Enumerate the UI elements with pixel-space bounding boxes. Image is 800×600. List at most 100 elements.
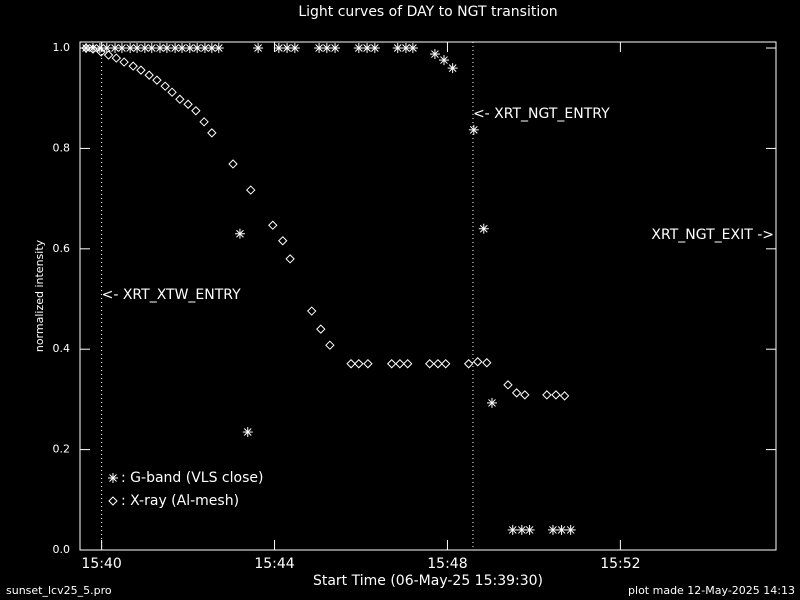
data-point <box>242 427 253 438</box>
event-label: <- XRT_NGT_ENTRY <box>473 106 610 122</box>
footer-right: plot made 12-May-2025 14:13 <box>628 584 795 597</box>
asterisk-stroke <box>207 44 216 52</box>
legend-symbol <box>108 473 118 483</box>
diamond-shape <box>463 359 474 369</box>
data-point <box>246 185 256 195</box>
asterisk-stroke <box>557 526 566 534</box>
data-point <box>199 117 209 127</box>
asterisk-stroke <box>156 44 164 52</box>
data-point <box>119 57 129 67</box>
diamond-shape <box>167 87 177 97</box>
diamond-shape <box>207 128 217 138</box>
data-point <box>307 306 317 316</box>
diamond-shape <box>199 117 209 127</box>
diamond-shape <box>354 359 364 369</box>
diamond-shape <box>278 236 288 246</box>
asterisk-stroke <box>525 526 534 534</box>
data-point <box>542 390 552 400</box>
data-point <box>429 49 440 60</box>
data-point <box>463 359 474 369</box>
data-point <box>81 43 91 53</box>
legend-label: : G-band (VLS close) <box>121 470 263 486</box>
data-point <box>547 524 558 535</box>
event-label: <- XRT_XTW_ENTRY <box>102 287 242 303</box>
asterisk-stroke <box>402 44 410 52</box>
data-point <box>103 50 114 60</box>
data-point <box>438 55 449 66</box>
data-point <box>369 43 380 54</box>
data-point <box>330 43 341 54</box>
diamond-shape <box>96 47 106 57</box>
data-point <box>402 359 413 369</box>
asterisk-stroke <box>354 44 363 52</box>
y-axis-label: normalized intensity <box>33 239 46 352</box>
diamond-shape <box>511 388 522 398</box>
asterisk-stroke <box>508 526 517 534</box>
x-axis-label: Start Time (06-May-25 15:39:30) <box>313 573 543 589</box>
diamond-shape <box>119 57 129 67</box>
asterisk-stroke <box>275 44 283 52</box>
diamond-shape <box>175 94 185 104</box>
data-point <box>321 43 332 54</box>
asterisk-stroke <box>140 44 149 52</box>
diamond-shape <box>108 496 118 506</box>
legend-label: : X-ray (Al-mesh) <box>121 493 239 509</box>
data-point <box>289 43 300 54</box>
data-point <box>111 53 122 63</box>
data-point <box>161 43 172 54</box>
asterisk-stroke <box>469 125 478 134</box>
data-point <box>354 359 364 369</box>
y-tick-label: 1.0 <box>53 41 71 54</box>
legend-symbol <box>108 496 118 506</box>
diamond-shape <box>144 70 154 80</box>
data-point <box>565 524 576 535</box>
diamond-shape <box>559 391 570 401</box>
data-point <box>473 357 483 367</box>
data-point <box>253 43 264 54</box>
asterisk-stroke <box>363 44 371 52</box>
data-point <box>447 63 458 74</box>
asterisk-stroke <box>370 44 379 52</box>
asterisk-stroke <box>214 44 223 52</box>
asterisk-stroke <box>171 44 179 52</box>
data-point <box>285 254 295 264</box>
data-point <box>177 43 188 54</box>
diamond-shape <box>542 390 552 400</box>
data-point <box>520 390 530 400</box>
data-point <box>101 43 112 54</box>
data-point <box>139 43 150 54</box>
diamond-shape <box>395 359 405 369</box>
diamond-shape <box>425 359 435 369</box>
annotation: XRT_NGT_EXIT -> <box>651 227 774 243</box>
asterisk-stroke <box>178 44 186 52</box>
asterisk-stroke <box>331 44 339 52</box>
data-point <box>441 359 451 369</box>
asterisk-stroke <box>322 44 331 52</box>
x-tick-label: 15:44 <box>254 556 294 572</box>
asterisk-stroke <box>393 44 402 52</box>
asterisk-stroke <box>201 44 209 52</box>
diamond-shape <box>228 159 238 169</box>
asterisk-stroke <box>163 44 171 52</box>
diamond-shape <box>88 44 98 54</box>
data-point <box>199 43 210 54</box>
footer-left: sunset_lcv25_5.pro <box>6 584 112 597</box>
diamond-shape <box>285 254 295 264</box>
data-point <box>353 43 364 54</box>
data-point <box>507 524 518 535</box>
data-point <box>386 359 397 369</box>
diamond-shape <box>441 359 451 369</box>
data-point <box>175 94 185 104</box>
diamond-shape <box>136 65 146 75</box>
asterisk-stroke <box>431 50 439 58</box>
asterisk-stroke <box>147 44 156 52</box>
data-point <box>183 99 193 109</box>
asterisk-stroke <box>566 526 575 534</box>
data-point <box>234 228 245 239</box>
data-point <box>468 124 479 135</box>
asterisk-stroke <box>283 44 291 52</box>
diamond-shape <box>386 359 397 369</box>
data-point <box>425 359 435 369</box>
data-point <box>524 524 535 535</box>
